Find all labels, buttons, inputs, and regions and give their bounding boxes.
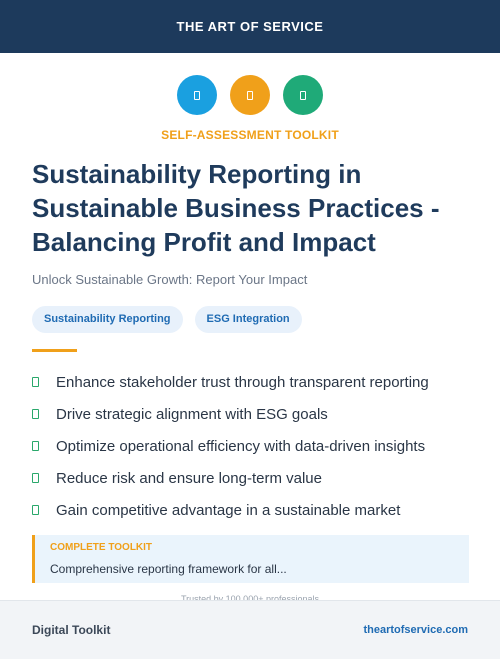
benefit-text: Gain competitive advantage in a sustaina… xyxy=(56,501,401,519)
check-icon xyxy=(32,505,39,515)
toolkit-callout: COMPLETE TOOLKIT Comprehensive reporting… xyxy=(32,535,469,583)
page-title: Sustainability Reporting in Sustainable … xyxy=(32,159,440,257)
document-icon xyxy=(247,90,253,100)
check-icon xyxy=(32,441,39,451)
benefit-text: Enhance stakeholder trust through transp… xyxy=(56,373,429,391)
benefit-list: Enhance stakeholder trust through transp… xyxy=(32,366,429,526)
document-icon xyxy=(300,90,306,100)
list-item: Optimize operational efficiency with dat… xyxy=(32,430,429,462)
website-link[interactable]: theartofservice.com xyxy=(363,624,468,636)
list-item: Drive strategic alignment with ESG goals xyxy=(32,398,429,430)
tagline: Unlock Sustainable Growth: Report Your I… xyxy=(32,272,308,287)
icon-row xyxy=(0,75,500,115)
toolkit-label: COMPLETE TOOLKIT xyxy=(50,542,153,553)
kicker-label: SELF-ASSESSMENT TOOLKIT xyxy=(161,128,339,142)
list-item: Gain competitive advantage in a sustaina… xyxy=(32,494,429,526)
benefit-text: Drive strategic alignment with ESG goals xyxy=(56,405,328,423)
list-item: Enhance stakeholder trust through transp… xyxy=(32,366,429,398)
check-icon xyxy=(32,473,39,483)
check-icon xyxy=(32,409,39,419)
benefit-text: Reduce risk and ensure long-term value xyxy=(56,469,322,487)
check-icon xyxy=(32,377,39,387)
trusted-note: Trusted by 100,000+ professionals xyxy=(180,594,319,600)
footer-label: Digital Toolkit xyxy=(32,623,111,637)
tag-pill: ESG Integration xyxy=(194,306,302,333)
tag-list: Sustainability Reporting ESG Integration xyxy=(32,306,302,333)
list-item: Reduce risk and ensure long-term value xyxy=(32,462,429,494)
document-icon-orange xyxy=(230,75,270,115)
tag-pill: Sustainability Reporting xyxy=(32,306,183,333)
toolkit-description: Comprehensive reporting framework for al… xyxy=(50,562,287,576)
document-icon-green xyxy=(283,75,323,115)
benefit-text: Optimize operational efficiency with dat… xyxy=(56,437,426,455)
header-bar: THE ART OF SERVICE xyxy=(0,0,500,53)
document-icon xyxy=(194,90,200,100)
footer-bar: Digital Toolkit theartofservice.com xyxy=(0,600,500,659)
accent-divider xyxy=(32,349,77,352)
brand-title: THE ART OF SERVICE xyxy=(176,19,324,34)
document-icon-blue xyxy=(177,75,217,115)
